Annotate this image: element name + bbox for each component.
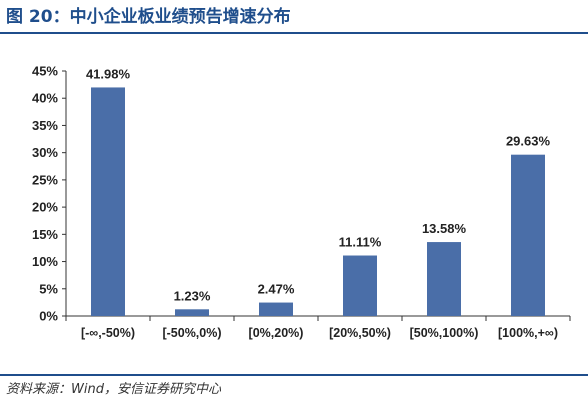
y-tick-label: 30% (32, 145, 58, 160)
y-tick-label: 15% (32, 227, 58, 242)
y-tick-label: 0% (39, 309, 58, 324)
data-label: 1.23% (174, 288, 211, 303)
data-label: 11.11% (339, 235, 382, 250)
chart-bars (91, 87, 545, 316)
data-label: 13.58% (422, 221, 467, 236)
y-tick-label: 45% (32, 64, 58, 79)
y-tick-label: 10% (32, 254, 58, 269)
data-label: 2.47% (258, 282, 295, 297)
figure-title: 图 20：中小企业板业绩预告增速分布 (6, 7, 291, 27)
chart-value-labels: 41.98% 1.23% 2.47% 11.11% 13.58% 29.63% (86, 66, 551, 303)
category-label: [20%,50%) (329, 326, 391, 340)
y-tick-label: 5% (39, 281, 58, 296)
category-label: [50%,100%) (410, 326, 479, 340)
data-label: 41.98% (86, 66, 131, 81)
y-tick-label: 35% (32, 118, 58, 133)
source-note: 资料来源：Wind，安信证券研究中心 (6, 382, 221, 397)
chart-y-ticks: 0% 5% 10% 15% 20% 25% 30% 35% 40% 45% (32, 64, 66, 324)
category-label: [-50%,0%) (162, 326, 221, 340)
bar-chart: 41.98% 1.23% 2.47% 11.11% 13.58% 29.63% 0% 5% 1… (32, 64, 571, 340)
bar (511, 154, 545, 316)
category-label: [100%,+∞) (498, 326, 558, 340)
category-label: [-∞,-50%) (81, 326, 135, 340)
category-label: [0%,20%) (249, 326, 304, 340)
bar (175, 309, 209, 316)
data-label: 29.63% (506, 134, 551, 149)
chart-category-labels: [-∞,-50%) [-50%,0%) [0%,20%) [20%,50%) [50%,… (81, 326, 558, 340)
y-tick-label: 40% (32, 91, 58, 106)
chart-axes (65, 71, 571, 321)
bar (343, 255, 377, 316)
bar (91, 87, 125, 316)
footer-rule (0, 374, 588, 376)
y-tick-label: 25% (32, 172, 58, 187)
bar (259, 302, 293, 316)
bar (427, 242, 461, 316)
y-tick-label: 20% (32, 200, 58, 215)
title-rule (0, 32, 588, 34)
